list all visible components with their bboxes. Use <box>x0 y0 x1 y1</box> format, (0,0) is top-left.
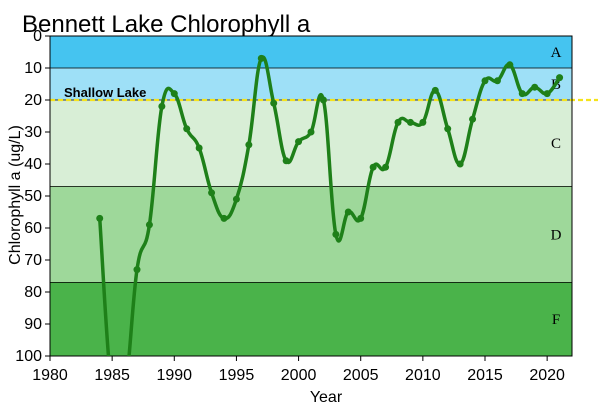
data-point <box>245 141 253 149</box>
band-label-c: C <box>551 136 561 152</box>
data-point <box>406 118 414 126</box>
y-tick-label: 80 <box>24 284 42 301</box>
data-point <box>369 163 377 171</box>
data-point <box>556 74 564 82</box>
data-point <box>444 125 452 133</box>
x-tick-label: 1995 <box>219 367 255 384</box>
x-tick-label: 2020 <box>529 367 565 384</box>
y-axis-label: Chlorophyll a (ug/L) <box>7 125 24 265</box>
data-point <box>121 391 128 398</box>
data-point <box>208 189 216 197</box>
x-tick-label: 2005 <box>343 367 379 384</box>
chart-title: Bennett Lake Chlorophyll a <box>22 11 311 38</box>
x-tick-label: 1990 <box>156 367 192 384</box>
data-point <box>543 90 551 98</box>
x-axis-label: Year <box>310 389 343 406</box>
data-point <box>257 54 265 62</box>
data-point <box>394 118 402 126</box>
data-point <box>145 221 153 229</box>
y-tick-label: 0 <box>33 28 42 45</box>
band-label-d: D <box>551 227 562 243</box>
data-point <box>357 214 365 222</box>
y-tick-label: 20 <box>24 92 42 109</box>
data-point <box>332 230 340 238</box>
band-a <box>50 36 572 68</box>
band-d <box>50 186 572 283</box>
data-point <box>419 118 427 126</box>
data-point <box>469 115 477 123</box>
data-point <box>307 128 315 136</box>
y-tick-label: 30 <box>24 124 42 141</box>
y-tick-label: 50 <box>24 188 42 205</box>
band-label-a: A <box>551 45 562 61</box>
x-tick-label: 1980 <box>32 367 68 384</box>
data-point <box>133 266 141 274</box>
data-point <box>506 61 514 69</box>
data-point <box>456 160 464 168</box>
data-point <box>344 208 352 216</box>
data-point <box>531 83 539 91</box>
data-point <box>232 195 240 203</box>
y-tick-label: 40 <box>24 156 42 173</box>
band-c <box>50 100 572 187</box>
x-tick-label: 2010 <box>405 367 441 384</box>
data-point <box>282 157 290 165</box>
series-group <box>96 54 564 398</box>
data-point <box>183 125 191 133</box>
y-tick-label: 60 <box>24 220 42 237</box>
y-tick-label: 70 <box>24 252 42 269</box>
x-tick-label: 1985 <box>94 367 130 384</box>
data-point <box>382 163 390 171</box>
data-point <box>270 99 278 107</box>
data-point <box>295 138 303 146</box>
y-tick-label: 10 <box>24 60 42 77</box>
data-point <box>158 102 166 110</box>
x-tick-label: 2000 <box>281 367 317 384</box>
data-point <box>319 96 327 104</box>
data-point <box>170 90 178 98</box>
data-point <box>96 214 104 222</box>
band-label-f: F <box>552 312 560 328</box>
band-f <box>50 282 572 356</box>
data-point <box>195 144 203 152</box>
data-point <box>518 90 526 98</box>
reference-line-label: Shallow Lake <box>64 85 146 100</box>
data-point <box>431 86 439 94</box>
y-tick-label: 90 <box>24 316 42 333</box>
x-tick-label: 2015 <box>467 367 503 384</box>
data-point <box>481 77 489 85</box>
data-point <box>493 77 501 85</box>
data-point <box>220 214 228 222</box>
y-tick-label: 100 <box>15 348 42 365</box>
data-point <box>109 391 116 398</box>
